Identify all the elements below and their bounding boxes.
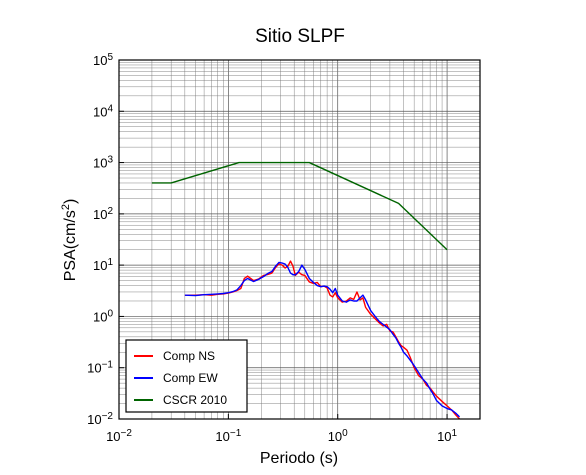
y-tick-base: 10 <box>93 53 107 68</box>
x-tick-label: 100 <box>328 428 348 445</box>
legend-label-0: Comp NS <box>163 349 215 363</box>
y-tick-label: 10−2 <box>87 411 113 428</box>
y-tick-exp: 4 <box>107 103 113 114</box>
y-tick-label: 102 <box>93 205 113 222</box>
legend: Comp NS Comp EW CSCR 2010 <box>125 339 248 413</box>
series-line-0 <box>184 260 461 420</box>
y-tick-label: 10−1 <box>87 359 113 376</box>
x-tick-exp: 1 <box>452 428 458 439</box>
y-axis-label: PSA(cm/s2) <box>60 199 79 282</box>
x-axis-ticks: 10−2 10−1 100 101 <box>106 414 458 445</box>
y-axis-label-exp: 2 <box>60 204 72 210</box>
y-axis-label-close: ) <box>62 199 79 204</box>
y-tick-exp: 1 <box>107 257 113 268</box>
y-axis-label-main: PSA(cm/s <box>62 210 79 281</box>
x-tick-label: 10−2 <box>106 428 132 445</box>
x-tick-base: 10 <box>328 429 342 444</box>
y-tick-label: 101 <box>93 257 113 274</box>
y-tick-base: 10 <box>93 156 107 171</box>
y-tick-base: 10 <box>87 361 101 376</box>
y-tick-base: 10 <box>93 104 107 119</box>
y-tick-exp: 2 <box>107 205 113 216</box>
x-tick-exp: −1 <box>230 428 242 439</box>
x-tick-base: 10 <box>215 429 229 444</box>
legend-label-2: CSCR 2010 <box>163 393 227 407</box>
x-axis-label: Periodo (s) <box>260 450 338 467</box>
series-line-2 <box>151 161 448 251</box>
series-layer <box>151 161 461 420</box>
y-tick-base: 10 <box>93 258 107 273</box>
y-tick-base: 10 <box>93 207 107 222</box>
y-tick-label: 100 <box>93 308 113 325</box>
y-tick-base: 10 <box>87 412 101 427</box>
x-tick-base: 10 <box>437 429 451 444</box>
x-tick-exp: −2 <box>121 428 133 439</box>
y-tick-label: 103 <box>93 154 113 171</box>
x-tick-base: 10 <box>106 429 120 444</box>
y-tick-exp: −1 <box>102 359 114 370</box>
series-line-1 <box>184 261 461 418</box>
x-tick-label: 101 <box>437 428 457 445</box>
x-tick-label: 10−1 <box>215 428 241 445</box>
legend-label-1: Comp EW <box>163 371 218 385</box>
chart-title: Sitio SLPF <box>255 26 345 47</box>
plot-frame <box>118 59 481 420</box>
y-tick-exp: −2 <box>102 411 114 422</box>
y-tick-exp: 5 <box>107 52 113 63</box>
y-tick-exp: 0 <box>107 308 113 319</box>
y-tick-exp: 3 <box>107 154 113 165</box>
y-tick-base: 10 <box>93 309 107 324</box>
x-tick-exp: 0 <box>342 428 348 439</box>
y-tick-label: 104 <box>93 103 113 120</box>
y-tick-label: 105 <box>93 52 113 69</box>
